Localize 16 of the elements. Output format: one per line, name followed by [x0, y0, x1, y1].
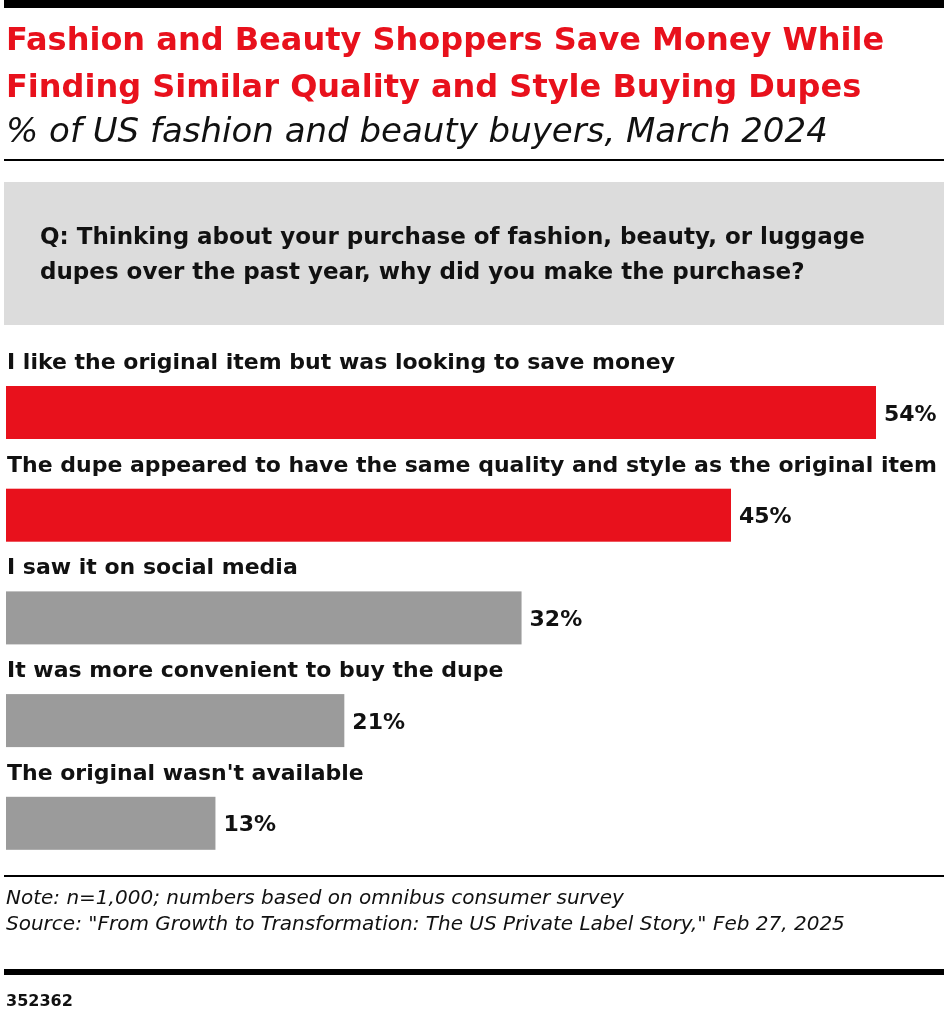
text: Note: n=1,000; numbers based on omnibus consumer survey [6, 885, 625, 909]
text: Q: Thinking about your purchase of fashion, beauty, or luggage dupes over the past year, why did you make the purchase? [40, 223, 865, 284]
y-tick-label: The original wasn't available [7, 759, 364, 785]
text: 352362 [6, 991, 73, 1010]
data-label: 45% [739, 503, 792, 529]
source-note: Source: "From Growth to Transformation: The US Private Label Story," Feb 27, 2025 [6, 911, 845, 935]
data-label: 32% [529, 605, 583, 631]
y-tick-label: I like the original item but was looking to save money [7, 349, 676, 374]
y-tick-label: The dupe appeared to have the same quality and style as the original item [7, 451, 937, 477]
data-label: 54% [884, 400, 937, 426]
chart-subtitle: % of US fashion and beauty buyers, March 2024 [6, 110, 828, 150]
data-label: 13% [223, 811, 277, 837]
y-tick-label: It was more convenient to buy the dupe [7, 657, 504, 683]
data-label: 21% [352, 708, 406, 734]
y-tick-label: I saw it on social media [7, 554, 298, 580]
chart-title: Fashion and Beauty Shoppers Save Money While Finding Similar Quality and Style Buying Dupes [6, 20, 885, 105]
